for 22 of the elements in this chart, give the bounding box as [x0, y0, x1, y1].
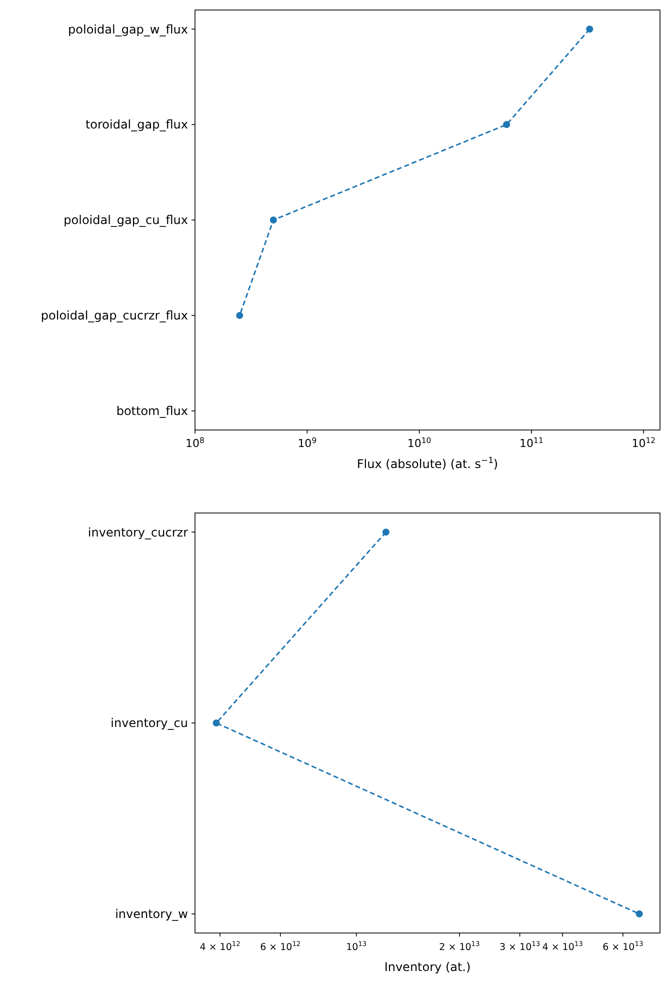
x-tick-label: 4 × 10$^{12}$ — [200, 940, 240, 953]
y-tick-label: inventory_cu — [110, 716, 188, 730]
x-tick-label: 4 × 10$^{13}$ — [542, 940, 583, 953]
y-tick-label: poloidal_gap_cu_flux — [64, 213, 188, 228]
x-tick-label: 6 × 10$^{12}$ — [260, 940, 301, 953]
x-tick-label: 10$^{12}$ — [632, 436, 656, 450]
y-tick-label: toroidal_gap_flux — [85, 118, 188, 132]
y-tick-label: bottom_flux — [116, 404, 188, 418]
x-tick-label: 10$^{11}$ — [520, 436, 544, 450]
y-tick-label: inventory_w — [115, 907, 188, 922]
x-axis-title: Flux (absolute) (at. s$^{−1}$) — [356, 455, 498, 471]
x-tick-label: 3 × 10$^{13}$ — [499, 940, 540, 953]
x-axis-title: Inventory (at.) — [384, 960, 471, 974]
x-tick-label: 10$^{9}$ — [298, 436, 317, 450]
x-tick-label: 2 × 10$^{13}$ — [439, 940, 480, 953]
y-tick-label: poloidal_gap_w_flux — [68, 22, 188, 36]
x-tick-label: 10$^{10}$ — [407, 436, 432, 450]
y-tick-label: inventory_cucrzr — [88, 525, 188, 540]
x-tick-label: 10$^{13}$ — [346, 940, 367, 953]
x-tick-label: 6 × 10$^{13}$ — [602, 940, 644, 953]
y-tick-label: poloidal_gap_cucrzr_flux — [40, 308, 188, 323]
x-tick-label: 10$^{8}$ — [186, 436, 205, 450]
